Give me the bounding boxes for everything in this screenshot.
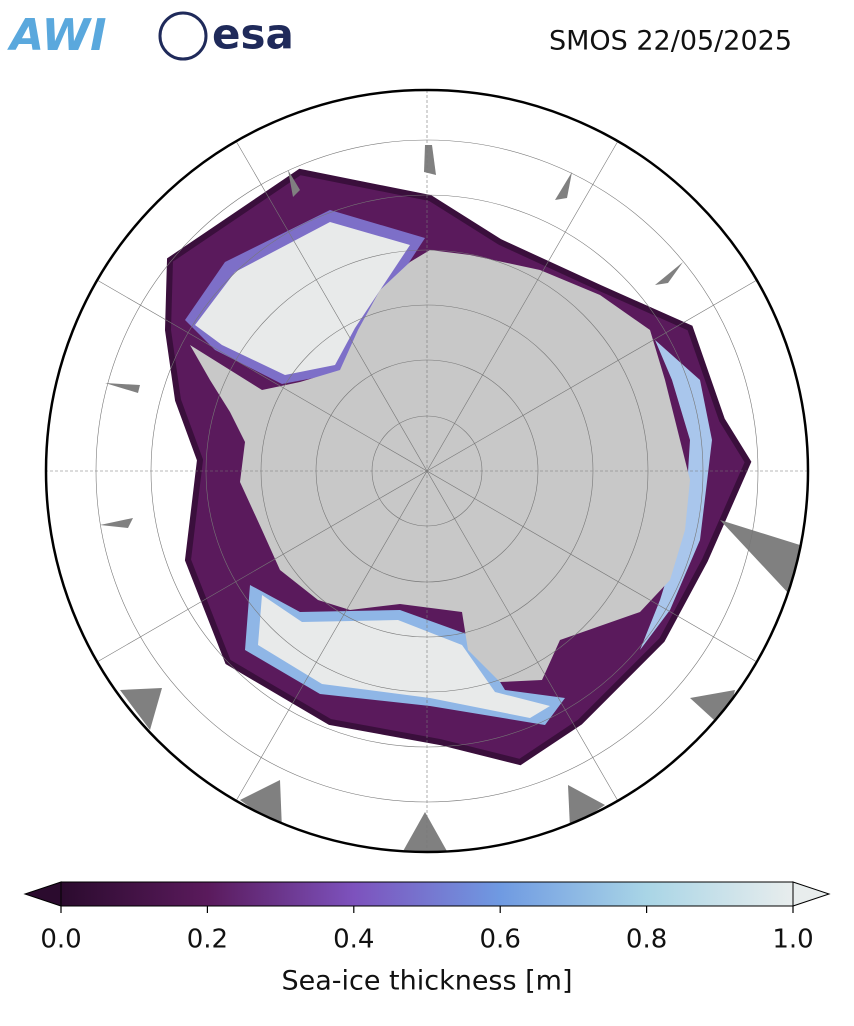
map [46, 90, 808, 852]
map-title: SMOS 22/05/2025 [549, 26, 792, 57]
esa-logo-mark [158, 11, 208, 61]
colorbar-tick-label: 0.0 [40, 925, 81, 955]
graticule [46, 90, 808, 852]
esa-logo: esa [212, 10, 294, 59]
colorbar-tick-label: 0.8 [626, 925, 667, 955]
colorbar-tick-label: 1.0 [772, 925, 813, 955]
sea-ice-thick-weddell [195, 222, 410, 375]
antarctica [190, 250, 690, 682]
awi-logo: AWI [7, 10, 107, 61]
colorbar-tick-label: 0.6 [480, 925, 521, 955]
colorbar-label: Sea-ice thickness [m] [281, 966, 572, 997]
colorbar-bar [60, 881, 794, 907]
sea-ice-east [640, 340, 712, 650]
colorbar-extend-low [23, 881, 62, 907]
sea-ice-thick-ross [258, 595, 550, 718]
colorbar: 0.0 0.2 0.4 0.6 0.8 1.0 [23, 881, 831, 955]
map-boundary [44, 88, 810, 854]
colorbar-tick-label: 0.4 [333, 925, 374, 955]
colorbar-tick-label: 0.2 [187, 925, 228, 955]
colorbar-extend-high [792, 881, 831, 907]
logos: AWI esa [7, 10, 294, 62]
